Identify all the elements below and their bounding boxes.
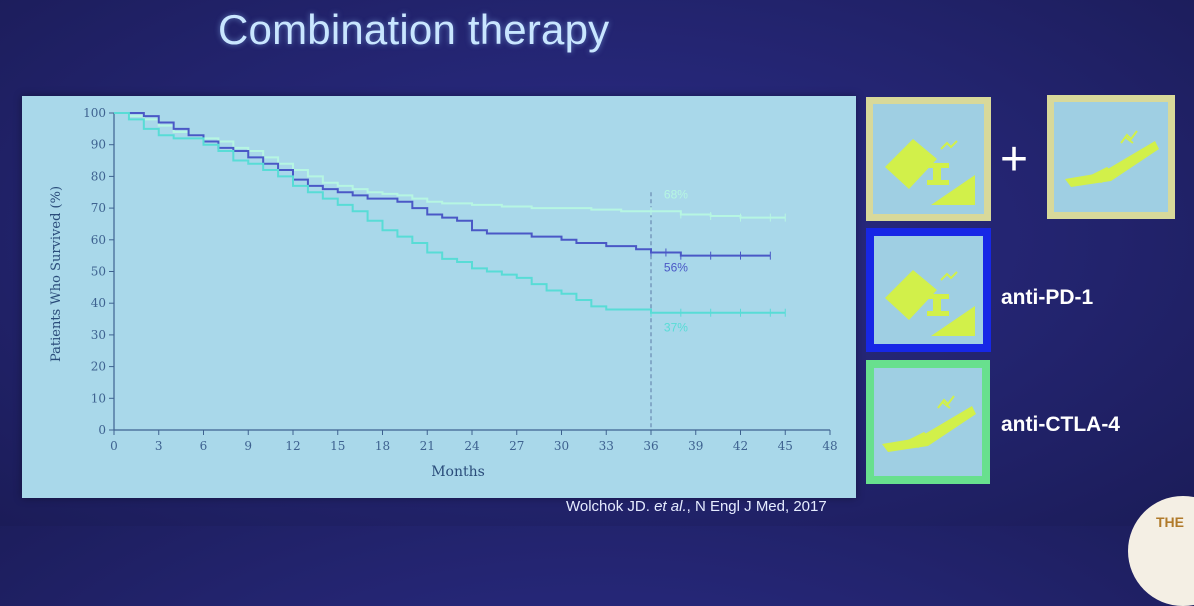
data-label: 56% [664,261,688,275]
y-tick-label: 10 [91,391,106,405]
x-tick-label: 36 [643,439,658,453]
x-tick-label: 15 [330,439,345,453]
corner-badge: THE [1128,496,1194,606]
y-tick-label: 80 [91,169,106,183]
series-line [114,112,771,257]
series-line [114,112,786,314]
x-tick-label: 3 [155,439,163,453]
x-tick-label: 30 [554,439,569,453]
x-tick-label: 6 [200,439,208,453]
x-tick-label: 12 [285,439,300,453]
x-tick-label: 39 [688,439,703,453]
citation-journal: , N Engl J Med, 2017 [686,498,827,515]
y-tick-label: 100 [83,106,106,120]
ctla4-antibody-icon [1065,130,1159,187]
ctla4-box [866,360,990,484]
chart-annotations: 68% 56% 37% [664,188,688,335]
y-tick-label: 30 [91,328,106,342]
citation-et-al: et al. [654,498,687,515]
x-tick-label: 45 [778,439,793,453]
chart-series [114,112,786,317]
x-tick-label: 0 [110,439,118,453]
slide-title: Combination therapy [218,6,610,53]
series-line [114,112,786,219]
x-tick-label: 27 [509,439,524,453]
x-tick-label: 48 [822,439,837,453]
y-tick-label: 50 [91,265,106,279]
x-tick-label: 33 [599,439,614,453]
pd1-label: anti-PD-1 [1001,286,1094,309]
x-tick-label: 9 [244,439,252,453]
citation-authors: Wolchok JD. [566,498,655,515]
data-label: 68% [664,188,688,202]
plus-sign: + [1000,133,1029,186]
survival-chart: 0 10 20 30 40 50 60 70 80 90 100 0 3 6 9 12 15 18 21 24 27 30… [22,96,856,498]
corner-badge-text: THE [1156,514,1184,530]
citation: Wolchok JD. et al., N Engl J Med, 2017 [566,498,827,515]
pd1-antibody-icon [884,139,975,205]
combo-ctla4-box [1047,95,1175,219]
pd1-antibody-icon [884,270,975,336]
y-tick-label: 90 [91,138,106,152]
x-tick-label: 18 [375,439,390,453]
x-tick-label: 42 [733,439,748,453]
data-label: 37% [664,321,688,335]
x-axis-label: Months [431,464,485,480]
combo-pd1-box [866,97,991,221]
y-tick-label: 60 [91,233,106,247]
ctla4-label: anti-CTLA-4 [1001,413,1120,436]
ctla4-antibody-icon [882,395,976,452]
y-tick-label: 40 [91,296,106,310]
x-tick-label: 24 [464,439,480,453]
y-tick-label: 70 [91,201,106,215]
y-axis-label: Patients Who Survived (%) [49,186,64,362]
y-tick-label: 0 [98,423,106,437]
y-tick-label: 20 [91,360,106,374]
pd1-box [866,228,991,352]
x-tick-label: 21 [420,439,435,453]
